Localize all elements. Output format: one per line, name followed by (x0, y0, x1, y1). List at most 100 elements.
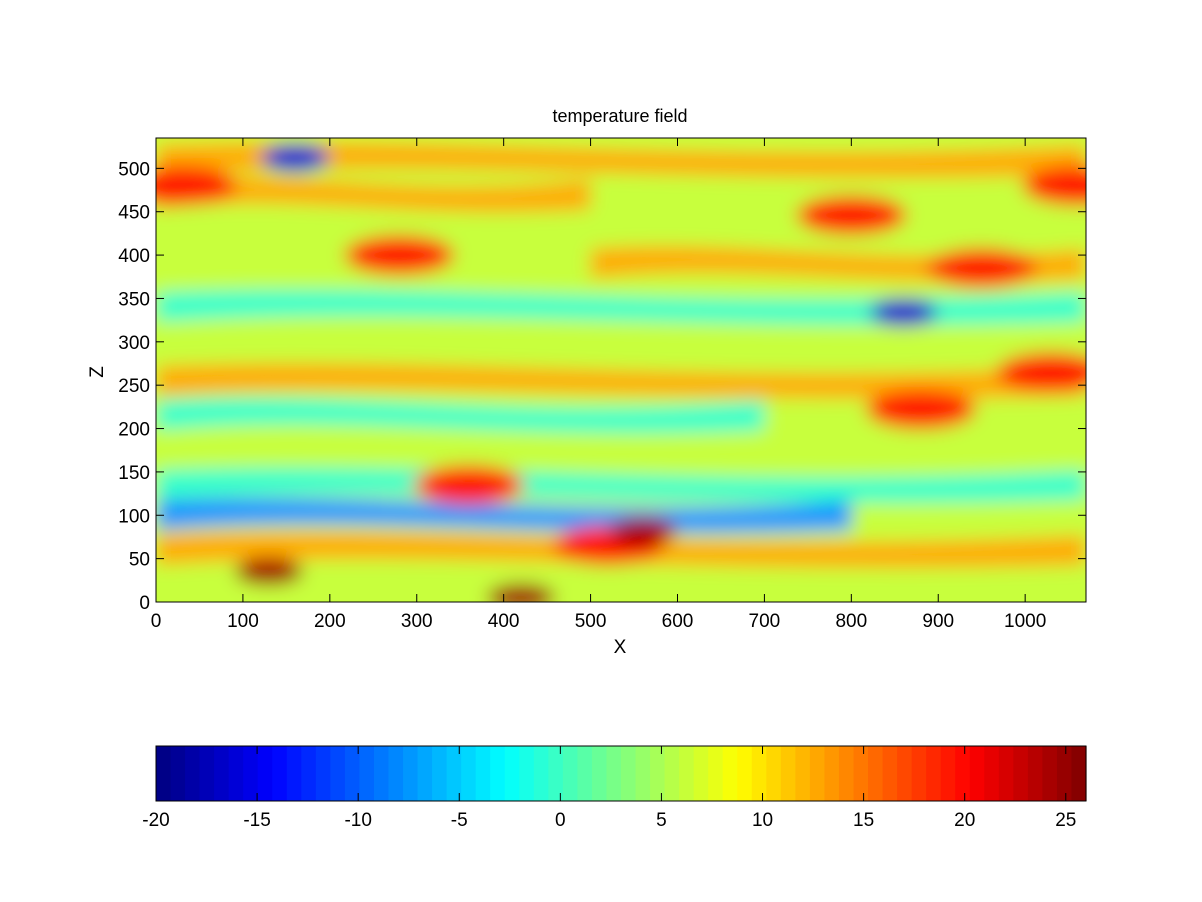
y-tick-label: 50 (129, 550, 150, 571)
colorbar-segment (170, 746, 186, 801)
colorbar-segment (737, 746, 753, 801)
contour-blob (261, 143, 330, 172)
colorbar-segment (708, 746, 724, 801)
colorbar-tick-label: 10 (752, 810, 773, 831)
y-axis: 0 50 100 150 200 250 300 350 400 450 500 (118, 159, 1086, 614)
x-tick-label: 900 (922, 611, 954, 632)
colorbar-segment (984, 746, 1000, 801)
x-tick-label: 1000 (1004, 611, 1046, 632)
contour-band (156, 363, 1086, 399)
y-tick-label: 0 (139, 593, 150, 614)
colorbar-segment (780, 746, 796, 801)
colorbar-segment (577, 746, 593, 801)
colorbar-segment (490, 746, 506, 801)
contour-blob (413, 464, 524, 505)
chart-title: temperature field (552, 106, 687, 126)
contour-blob (608, 516, 677, 545)
x-tick-label: 800 (835, 611, 867, 632)
contour-blob (926, 248, 1037, 289)
colorbar-tick-label: 0 (555, 810, 566, 831)
x-tick-label: 0 (151, 611, 162, 632)
colorbar-segment (838, 746, 855, 801)
colorbar-tick-label: -5 (451, 810, 468, 831)
colorbar-segment (853, 746, 869, 801)
colorbar-segment (635, 746, 651, 801)
colorbar-segment (214, 746, 230, 801)
contour-blob (234, 557, 303, 586)
contour-band (156, 289, 1086, 326)
x-tick-label: 400 (488, 611, 520, 632)
y-tick-label: 500 (118, 159, 150, 180)
colorbar-segment (519, 746, 535, 801)
contour-blob (865, 389, 976, 430)
y-tick-label: 350 (118, 289, 150, 310)
contour-band (156, 324, 1086, 360)
colorbar-segment (882, 746, 898, 801)
colorbar-segment (824, 746, 840, 801)
colorbar-segment (504, 746, 520, 801)
colorbar-tick-label: 15 (853, 810, 874, 831)
x-tick-label: 200 (314, 611, 346, 632)
colorbar-segment (446, 746, 462, 801)
colorbar-tick-label: -10 (344, 810, 371, 831)
x-tick-label: 500 (575, 611, 607, 632)
contour-band (156, 497, 852, 534)
colorbar-segment (301, 746, 317, 801)
colorbar-segment (1071, 746, 1087, 801)
contour-blob (996, 352, 1086, 393)
colorbar-segment (751, 746, 767, 801)
y-tick-label: 250 (118, 376, 150, 397)
colorbar-segment (621, 746, 637, 801)
contour-field (156, 138, 1086, 602)
x-tick-label: 100 (227, 611, 259, 632)
x-axis: 0 100 200 300 400 500 600 700 800 900 1000 (151, 138, 1046, 632)
contour-blob (796, 195, 907, 236)
colorbar-tick-label: 5 (656, 810, 667, 831)
colorbar-segment (199, 746, 215, 801)
colorbar-segment (998, 746, 1014, 801)
y-tick-label: 450 (118, 203, 150, 224)
colorbar-segment (1042, 746, 1058, 801)
contour-band (156, 397, 765, 434)
colorbar-segment (185, 746, 201, 801)
colorbar-segment (650, 746, 666, 801)
contour-band (156, 141, 1086, 178)
colorbar-segment (373, 746, 390, 801)
colorbar-segment (359, 746, 375, 801)
colorbar-segment (868, 746, 884, 801)
colorbar-segment (548, 746, 564, 801)
colorbar-segment (911, 746, 927, 801)
colorbar-segment (940, 746, 956, 801)
colorbar-segment (955, 746, 971, 801)
colorbar (156, 746, 1087, 801)
colorbar-segment (809, 746, 826, 801)
contour-band (156, 432, 1086, 469)
contour-band (156, 467, 1086, 503)
contour-blob (869, 298, 938, 327)
contour-blob (487, 583, 556, 602)
colorbar-segment (156, 746, 172, 801)
contour-band (156, 176, 591, 213)
colorbar-segment (243, 746, 259, 801)
colorbar-segment (344, 746, 361, 801)
x-tick-label: 600 (662, 611, 694, 632)
colorbar-segment (1013, 746, 1029, 801)
colorbar-tick-label: 25 (1055, 810, 1076, 831)
y-axis-label: Z (87, 366, 108, 378)
x-axis-label: X (614, 637, 627, 658)
colorbar-segment (403, 746, 419, 801)
contour-blob (156, 165, 238, 206)
x-tick-label: 700 (749, 611, 781, 632)
colorbar-frame (155, 745, 1087, 802)
colorbar-segment (257, 746, 273, 801)
colorbar-segment (606, 746, 622, 801)
colorbar-segment (679, 746, 695, 801)
colorbar-segment (475, 746, 491, 801)
y-tick-label: 400 (118, 246, 150, 267)
colorbar-segment (272, 746, 288, 801)
y-tick-label: 150 (118, 463, 150, 484)
colorbar-segment (1027, 746, 1044, 801)
colorbar-segment (228, 746, 244, 801)
colorbar-segment (315, 746, 331, 801)
